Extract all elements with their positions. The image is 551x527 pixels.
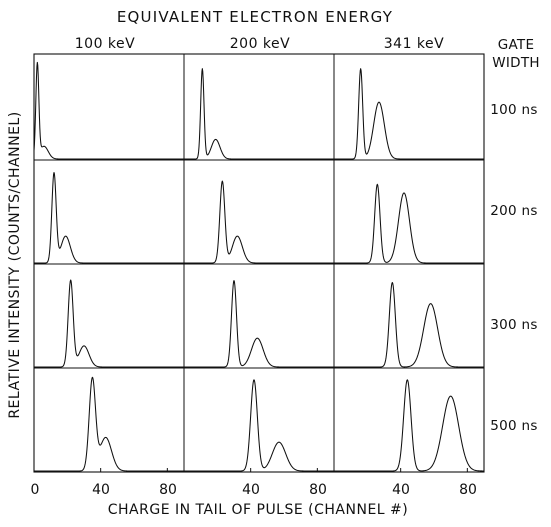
- spectrum-trace: [33, 172, 185, 264]
- spectrum-trace: [33, 61, 185, 160]
- x-tick-label: 80: [459, 482, 477, 498]
- x-tick-label: 40: [242, 482, 260, 498]
- x-tick-label: 40: [92, 482, 110, 498]
- spectrum-trace: [333, 183, 485, 264]
- spectrum-trace: [183, 379, 335, 472]
- x-tick-label: 0: [31, 482, 40, 498]
- row-header-1: 100 ns: [490, 102, 537, 118]
- spectrum-trace: [183, 68, 335, 160]
- gate-width-title-line2: WIDTH: [492, 55, 540, 71]
- spectrum-trace: [333, 281, 485, 368]
- x-tick-label: 40: [392, 482, 410, 498]
- spectrum-trace: [33, 376, 185, 472]
- row-header-3: 300 ns: [490, 317, 537, 333]
- y-axis-label: RELATIVE INTENSITY (COUNTS/CHANNEL): [7, 111, 23, 418]
- spectra-traces: [33, 61, 485, 472]
- spectrum-trace: [183, 180, 335, 264]
- column-header-1: 100 keV: [75, 36, 135, 52]
- x-tick-label: 80: [159, 482, 177, 498]
- row-header-4: 500 ns: [490, 418, 537, 434]
- column-header-2: 200 keV: [230, 36, 290, 52]
- spectrum-trace: [333, 68, 485, 160]
- chart-title: EQUIVALENT ELECTRON ENERGY: [117, 8, 393, 26]
- gate-width-title-line1: GATE: [498, 37, 535, 53]
- spectrum-trace: [333, 379, 485, 472]
- x-ticks: [33, 468, 468, 472]
- x-axis-label: CHARGE IN TAIL OF PULSE (CHANNEL #): [108, 502, 409, 518]
- x-tick-label: 80: [309, 482, 327, 498]
- column-header-3: 341 keV: [384, 36, 444, 52]
- spectrum-trace: [33, 279, 185, 368]
- spectrum-trace: [183, 280, 335, 368]
- row-header-2: 200 ns: [490, 203, 537, 219]
